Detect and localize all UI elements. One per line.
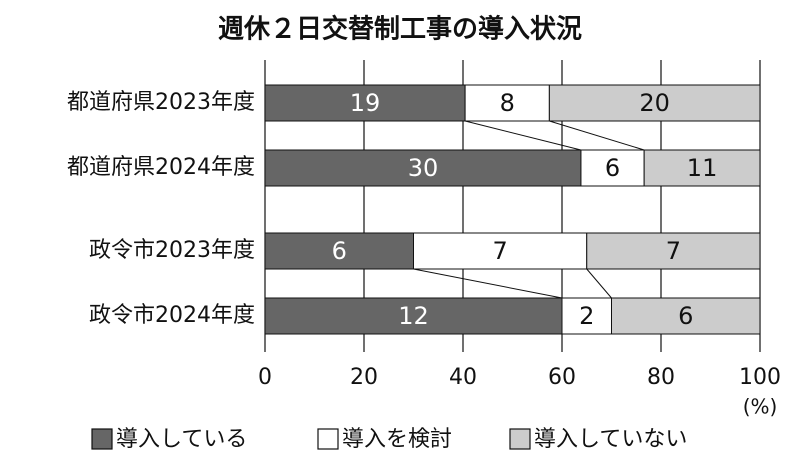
bar-segment: [580, 149, 645, 187]
bar-segment: [586, 232, 761, 270]
value-label: 30: [408, 154, 439, 182]
x-tick-label: 40: [449, 365, 477, 390]
value-label: 8: [500, 89, 515, 117]
y-tick-label: 都道府県2024年度: [67, 155, 255, 180]
bar-segment: [264, 232, 414, 270]
legend-label: 導入を検討: [342, 427, 452, 452]
y-tick-label: 政令市2023年度: [89, 238, 255, 263]
value-label: 6: [605, 154, 620, 182]
y-tick-label: 都道府県2023年度: [67, 90, 255, 115]
bar-segment: [264, 297, 563, 335]
legend-swatch: [509, 428, 531, 450]
value-label: 11: [687, 154, 718, 182]
value-label: 20: [639, 89, 670, 117]
connector: [586, 268, 612, 299]
value-label: 6: [332, 237, 347, 265]
x-unit: (%): [743, 395, 778, 419]
bar-segment: [548, 84, 761, 122]
legend-label: 導入していない: [534, 427, 687, 452]
x-tick-label: 60: [548, 365, 576, 390]
value-label: 12: [398, 302, 429, 330]
bar-segment: [264, 149, 582, 187]
connector: [464, 120, 582, 151]
bar-segment: [643, 149, 761, 187]
value-label: 2: [579, 302, 594, 330]
x-tick-label: 0: [258, 365, 272, 390]
bar-segment: [611, 297, 761, 335]
legend-swatch: [317, 428, 339, 450]
x-tick-label: 80: [647, 365, 675, 390]
connector: [549, 120, 645, 151]
bar-segment: [413, 232, 588, 270]
x-tick-label: 100: [739, 365, 781, 390]
bar-segment: [264, 84, 466, 122]
x-tick-label: 20: [350, 365, 378, 390]
value-label: 7: [666, 237, 681, 265]
legend-label: 導入している: [116, 427, 247, 452]
connector: [413, 268, 563, 299]
chart-title: 週休２日交替制工事の導入状況: [218, 14, 582, 45]
value-label: 7: [492, 237, 507, 265]
value-label: 6: [678, 302, 693, 330]
y-tick-label: 政令市2024年度: [89, 303, 255, 328]
bar-segment: [561, 297, 612, 335]
legend-swatch: [91, 428, 113, 450]
value-label: 19: [350, 89, 381, 117]
